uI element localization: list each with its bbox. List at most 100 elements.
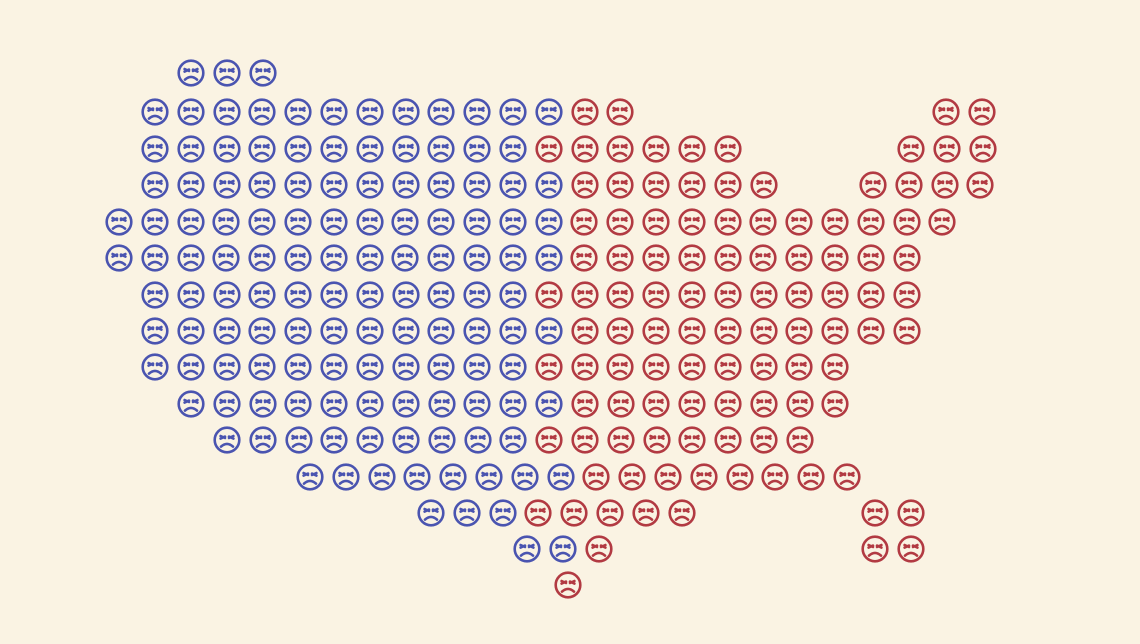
angry-face-icon (713, 207, 743, 237)
angry-face-icon (391, 316, 421, 346)
angry-face-icon (355, 280, 385, 310)
angry-face-icon (641, 134, 671, 164)
angry-face-icon (247, 97, 277, 127)
angry-face-icon (784, 316, 814, 346)
angry-face-icon (283, 207, 313, 237)
angry-face-icon (534, 425, 564, 455)
angry-face-icon (283, 352, 313, 382)
angry-face-icon (391, 280, 421, 310)
angry-face-icon (605, 316, 635, 346)
angry-face-icon (212, 389, 242, 419)
angry-face-icon (390, 243, 420, 273)
angry-face-icon (462, 352, 492, 382)
angry-face-icon (212, 280, 242, 310)
angry-face-icon (641, 352, 671, 382)
angry-face-icon (319, 352, 349, 382)
angry-face-icon (462, 243, 492, 273)
angry-face-icon (176, 243, 206, 273)
angry-face-icon (176, 389, 206, 419)
angry-face-icon (510, 462, 540, 492)
angry-face-icon (176, 97, 206, 127)
angry-face-icon (319, 425, 349, 455)
angry-face-icon (426, 97, 456, 127)
angry-face-icon (784, 280, 814, 310)
angry-face-icon (498, 280, 528, 310)
angry-face-icon (667, 498, 697, 528)
angry-face-icon (570, 170, 600, 200)
angry-face-icon (319, 316, 349, 346)
angry-face-icon (283, 316, 313, 346)
angry-face-icon (892, 207, 922, 237)
angry-face-icon (570, 352, 600, 382)
angry-face-icon (247, 207, 277, 237)
angry-face-icon (498, 134, 528, 164)
angry-face-icon (785, 389, 815, 419)
angry-face-icon (523, 498, 553, 528)
angry-face-icon (140, 97, 170, 127)
angry-face-icon (534, 280, 564, 310)
angry-face-icon (559, 498, 589, 528)
angry-face-icon (713, 425, 743, 455)
angry-face-icon (749, 170, 779, 200)
angry-face-icon (212, 170, 242, 200)
angry-face-icon (617, 462, 647, 492)
angry-face-icon (355, 134, 385, 164)
angry-face-icon (965, 170, 995, 200)
angry-face-icon (391, 134, 421, 164)
angry-face-icon (677, 425, 707, 455)
angry-face-icon (367, 462, 397, 492)
angry-face-icon (606, 425, 636, 455)
angry-face-icon (784, 207, 814, 237)
angry-face-icon (760, 462, 790, 492)
angry-face-icon (438, 462, 468, 492)
angry-face-icon (892, 243, 922, 273)
angry-face-icon (967, 97, 997, 127)
angry-face-icon (677, 280, 707, 310)
angry-face-icon (283, 134, 313, 164)
angry-face-icon (248, 389, 278, 419)
angry-face-icon (212, 97, 242, 127)
angry-face-icon (402, 462, 432, 492)
angry-face-icon (605, 207, 635, 237)
angry-face-icon (247, 316, 277, 346)
angry-face-icon (390, 207, 420, 237)
angry-face-icon (677, 207, 707, 237)
angry-face-icon (319, 389, 349, 419)
angry-face-icon (894, 170, 924, 200)
angry-face-icon (605, 280, 635, 310)
angry-face-icon (319, 207, 349, 237)
angry-face-icon (176, 58, 206, 88)
angry-face-icon (570, 134, 600, 164)
angry-face-icon (426, 280, 456, 310)
angry-face-icon (355, 170, 385, 200)
angry-face-icon (570, 316, 600, 346)
angry-face-icon (488, 498, 518, 528)
angry-face-icon (247, 170, 277, 200)
angry-face-icon (749, 316, 779, 346)
angry-face-icon (391, 97, 421, 127)
angry-face-icon (748, 207, 778, 237)
angry-face-icon (247, 134, 277, 164)
angry-face-icon (212, 58, 242, 88)
angry-face-icon (140, 352, 170, 382)
angry-face-icon (642, 425, 672, 455)
angry-face-icon (548, 534, 578, 564)
angry-face-icon (968, 134, 998, 164)
angry-face-icon (176, 134, 206, 164)
angry-face-icon (860, 498, 890, 528)
angry-face-icon (605, 352, 635, 382)
angry-face-icon (426, 207, 456, 237)
angry-face-icon (784, 352, 814, 382)
angry-face-icon (140, 280, 170, 310)
angry-face-icon (725, 462, 755, 492)
angry-face-icon (892, 280, 922, 310)
angry-face-icon (319, 170, 349, 200)
angry-face-icon (212, 425, 242, 455)
angry-face-icon (498, 243, 528, 273)
angry-face-icon (820, 352, 850, 382)
angry-face-icon (896, 134, 926, 164)
angry-face-icon (463, 425, 493, 455)
angry-face-icon (319, 134, 349, 164)
angry-face-icon (319, 243, 349, 273)
angry-face-icon (749, 425, 779, 455)
